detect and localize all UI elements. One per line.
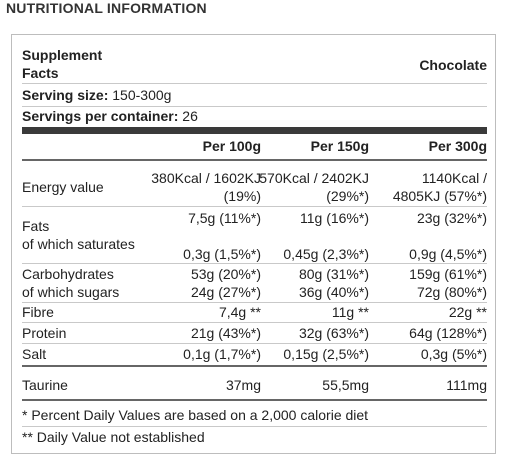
cell-value: 21g (43%*) <box>190 325 261 341</box>
divider <box>22 343 487 344</box>
cell-value: 159g (61%*) <box>409 266 487 282</box>
row-label: of which saturates <box>22 236 135 252</box>
divider <box>22 206 487 207</box>
cell-value: 0,1g (1,7%*) <box>183 346 261 362</box>
cell-value: 80g (31%*) <box>298 266 369 282</box>
row-label: Protein <box>22 325 67 341</box>
cell-value: (19%) <box>223 188 261 204</box>
cell-value: 11g ** <box>331 304 369 320</box>
facts-title-line1: Supplement <box>22 47 103 63</box>
cell-value: 1140Kcal / <box>421 170 487 186</box>
cell-value: 7,4g ** <box>218 304 261 320</box>
divider <box>22 106 487 107</box>
serving-size-value: 150-300g <box>112 87 172 103</box>
cell-value: 0,45g (2,3%*) <box>283 246 369 262</box>
cell-value: 380Kcal / 1602KJ <box>151 170 261 186</box>
divider <box>22 399 487 401</box>
divider <box>22 83 487 84</box>
section-heading: NUTRITIONAL INFORMATION <box>6 0 207 16</box>
cell-value: 23g (32%*) <box>416 210 487 226</box>
facts-title-line2: Facts <box>22 65 59 81</box>
row-label: Fibre <box>22 304 54 320</box>
divider <box>22 322 487 323</box>
column-header-150g: Per 150g <box>310 138 369 154</box>
row-label: Carbohydrates <box>22 266 114 282</box>
cell-value: 4805KJ (57%*) <box>392 188 487 204</box>
thick-divider <box>22 127 487 134</box>
cell-value: 22g ** <box>448 304 487 320</box>
table-row-energy: Energy value 380Kcal / 1602KJ (19%) 570K… <box>22 169 487 205</box>
row-label: Taurine <box>22 377 68 393</box>
footnote-percent-daily: * Percent Daily Values are based on a 2,… <box>22 407 369 423</box>
serving-size-row: Serving size: 150-300g <box>22 86 487 104</box>
cell-value: 0,9g (4,5%*) <box>409 246 487 262</box>
cell-value: 37mg <box>225 377 261 393</box>
facts-title: Supplement Facts <box>22 46 487 82</box>
cell-value: 72g (80%*) <box>416 284 487 300</box>
serving-size-label: Serving size: <box>22 87 109 103</box>
cell-value: 64g (128%*) <box>409 325 487 341</box>
row-label: Energy value <box>22 179 104 195</box>
footnote-daily-value: ** Daily Value not established <box>22 429 205 445</box>
column-header-300g: Per 300g <box>428 138 487 154</box>
cell-value: 0,3g (5%*) <box>420 346 487 362</box>
flavor-label: Chocolate <box>419 57 487 73</box>
divider <box>22 426 487 427</box>
servings-label: Servings per container: <box>22 108 179 124</box>
cell-value: 53g (20%*) <box>190 266 261 282</box>
cell-value: 55,5mg <box>322 377 369 393</box>
cell-value: 36g (40%*) <box>298 284 369 300</box>
divider <box>22 159 487 161</box>
column-header-100g: Per 100g <box>202 138 261 154</box>
cell-value: 111mg <box>446 377 487 393</box>
cell-value: 32g (63%*) <box>298 325 369 341</box>
cell-value: 7,5g (11%*) <box>188 210 261 226</box>
servings-value: 26 <box>182 108 198 124</box>
supplement-facts-panel: Supplement Facts Chocolate Serving size:… <box>11 34 496 454</box>
cell-value: 0,15g (2,5%*) <box>283 346 369 362</box>
divider <box>22 263 487 264</box>
cell-value: 24g (27%*) <box>190 284 261 300</box>
row-label: Salt <box>22 346 47 362</box>
cell-value: (29%*) <box>326 188 369 204</box>
row-label: of which sugars <box>22 284 120 300</box>
cell-value: 11g (16%*) <box>299 210 369 226</box>
servings-row: Servings per container: 26 <box>22 107 487 125</box>
divider <box>22 365 487 367</box>
cell-value: 570Kcal / 2402KJ <box>259 170 369 186</box>
cell-value: 0,3g (1,5%*) <box>183 246 261 262</box>
divider <box>22 302 487 303</box>
row-label: Fats <box>22 218 50 234</box>
